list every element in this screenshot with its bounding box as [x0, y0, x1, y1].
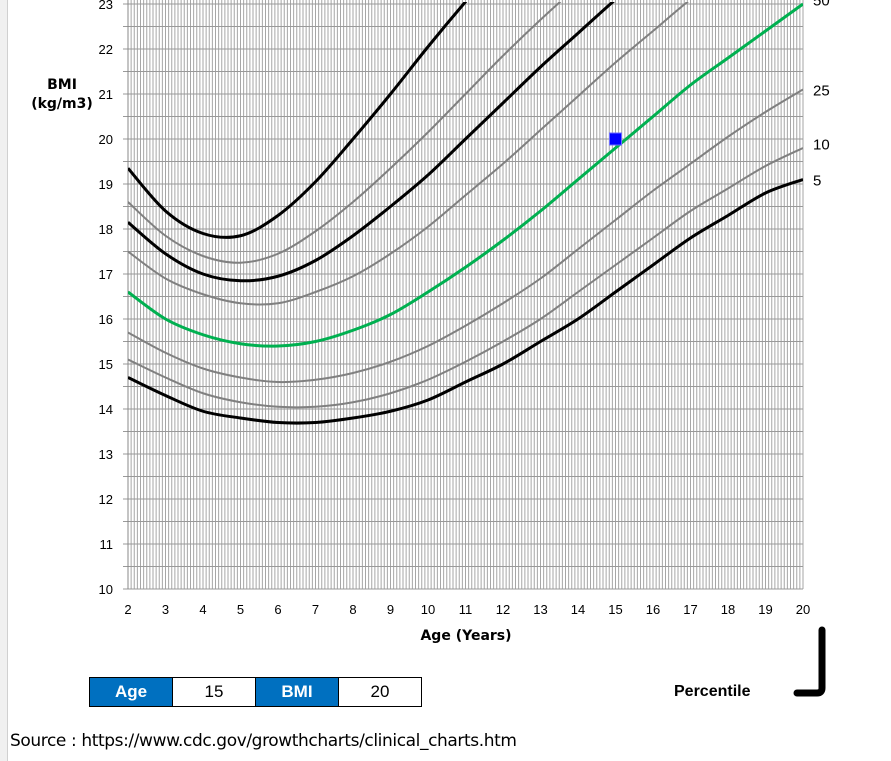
percentile-curve-25: [128, 88, 803, 384]
y-tick-label: 14: [99, 402, 113, 417]
x-tick-label: 20: [796, 602, 810, 617]
x-tick-label: 11: [459, 602, 473, 617]
x-tick-label: 6: [274, 602, 281, 617]
y-tick-label: 10: [99, 582, 113, 597]
percentile-label: Percentile: [674, 683, 751, 700]
y-tick-label: 17: [99, 267, 113, 282]
y-tick-label: 15: [99, 357, 113, 372]
x-tick-label: 15: [608, 602, 622, 617]
input-table: Age 15 BMI 20: [89, 677, 422, 707]
x-tick-label: 8: [349, 602, 356, 617]
x-axis-label: Age (Years): [420, 628, 511, 644]
x-tick-label: 4: [199, 602, 206, 617]
percentile-curve-50: [128, 2, 803, 348]
x-tick-label: 9: [387, 602, 394, 617]
y-axis-label-unit: (kg/m3): [31, 96, 93, 112]
bmi-label: BMI: [256, 678, 339, 706]
source-text: Source : https://www.cdc.gov/growthchart…: [10, 731, 517, 751]
x-tick-label: 5: [237, 602, 244, 617]
y-axis-label: BMI: [47, 77, 77, 93]
percentile-label-5: 5: [813, 173, 821, 190]
percentile-curve-90: [128, 2, 562, 264]
bmi-input[interactable]: 20: [370, 682, 390, 701]
percentile-label-10: 10: [813, 137, 830, 154]
x-tick-label: 3: [162, 602, 169, 617]
y-tick-label: 12: [99, 492, 113, 507]
x-tick-label: 7: [312, 602, 319, 617]
percentile-curve-5: [128, 178, 803, 425]
y-tick-label: 18: [99, 222, 113, 237]
percentile-curve-85: [128, 2, 615, 283]
spreadsheet-row-headers: [0, 0, 8, 761]
x-tick-label: 16: [646, 602, 660, 617]
y-tick-label: 23: [99, 0, 113, 12]
percentile-curve-75: [128, 2, 689, 306]
x-tick-label: 2: [124, 602, 131, 617]
y-tick-label: 20: [99, 132, 113, 147]
x-tick-label: 12: [496, 602, 510, 617]
x-tick-label: 14: [571, 602, 585, 617]
y-tick-label: 13: [99, 447, 113, 462]
age-input[interactable]: 15: [173, 678, 256, 706]
y-tick-label: 22: [99, 42, 113, 57]
percentile-label-50: 50: [813, 0, 830, 10]
x-tick-label: 18: [721, 602, 735, 617]
x-tick-label: 10: [421, 602, 435, 617]
grid: [123, 0, 804, 590]
patient-marker: [609, 132, 622, 146]
percentile-curve-95: [128, 2, 468, 239]
y-tick-label: 11: [100, 537, 114, 552]
percentile-label-25: 25: [813, 83, 830, 100]
arrow-icon: [793, 626, 826, 697]
percentile-curve-10: [128, 147, 803, 409]
y-tick-label: 21: [99, 87, 113, 102]
age-label: Age: [90, 678, 173, 706]
y-tick-label: 19: [99, 177, 113, 192]
x-tick-label: 13: [533, 602, 547, 617]
x-tick-label: 19: [758, 602, 772, 617]
x-tick-label: 17: [683, 602, 697, 617]
y-tick-label: 16: [99, 312, 113, 327]
